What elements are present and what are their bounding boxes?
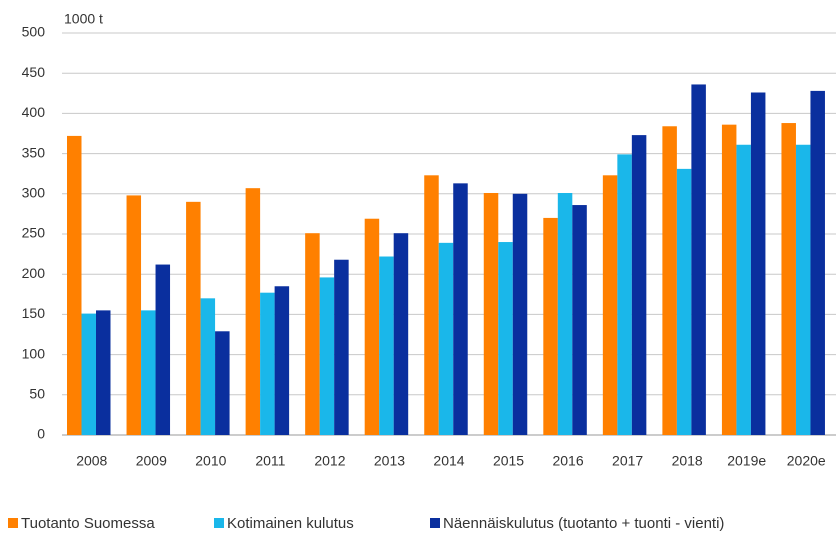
y-tick-label: 500 <box>22 24 46 40</box>
bar <box>155 264 171 435</box>
bar <box>512 193 528 435</box>
legend-swatch <box>8 518 18 528</box>
bar <box>721 124 737 435</box>
bar <box>438 242 454 435</box>
bar <box>81 313 96 435</box>
bar <box>691 84 706 436</box>
bar <box>676 168 692 435</box>
x-tick-label: 2020e <box>787 453 826 469</box>
bar <box>274 286 290 435</box>
y-tick-label: 450 <box>22 64 46 80</box>
bar <box>379 256 394 435</box>
bar <box>543 217 558 435</box>
x-tick-label: 2009 <box>136 453 167 469</box>
bar <box>260 292 275 435</box>
bar <box>319 277 335 435</box>
bar <box>305 233 320 435</box>
legend-label: Kotimainen kulutus <box>227 515 354 532</box>
bar <box>126 195 142 435</box>
x-tick-label: 2018 <box>672 453 703 469</box>
x-tick-label: 2012 <box>314 453 345 469</box>
bar <box>186 201 201 435</box>
bar <box>662 126 677 435</box>
legend-label: Tuotanto Suomessa <box>21 515 155 532</box>
x-tick-label: 2010 <box>195 453 226 469</box>
x-tick-label: 2016 <box>552 453 583 469</box>
bar <box>498 242 513 435</box>
x-tick-label: 2019e <box>727 453 766 469</box>
bar <box>215 331 230 435</box>
y-tick-label: 350 <box>22 144 46 160</box>
y-tick-label: 400 <box>22 104 46 120</box>
bar <box>795 144 811 436</box>
y-tick-label: 250 <box>22 225 46 241</box>
legend-swatch <box>430 518 440 528</box>
legend-swatch <box>214 518 224 528</box>
y-tick-label: 300 <box>22 185 46 201</box>
bar <box>750 92 766 435</box>
bar <box>602 175 618 436</box>
bar <box>141 310 156 435</box>
y-tick-label: 0 <box>37 426 45 442</box>
bar <box>483 192 499 435</box>
bar <box>810 90 825 435</box>
x-tick-label: 2015 <box>493 453 524 469</box>
bar <box>736 144 751 436</box>
y-tick-label: 200 <box>22 265 46 281</box>
bar <box>572 205 587 435</box>
bar <box>200 298 216 435</box>
bar <box>453 183 468 435</box>
x-tick-label: 2008 <box>76 453 107 469</box>
bar <box>617 154 632 436</box>
bar <box>557 192 573 435</box>
bar <box>245 188 261 435</box>
bar <box>334 259 349 435</box>
bar <box>631 135 647 435</box>
bar <box>67 135 82 436</box>
x-tick-label: 2011 <box>255 453 285 469</box>
legend-label: Näennäiskulutus (tuotanto + tuonti - vie… <box>443 515 724 532</box>
bar <box>781 123 796 435</box>
bar <box>96 310 111 435</box>
y-tick-label: 100 <box>22 345 46 361</box>
bar <box>393 233 409 435</box>
x-tick-label: 2013 <box>374 453 405 469</box>
y-axis-label: 1000 t <box>64 11 103 27</box>
x-tick-label: 2017 <box>612 453 643 469</box>
bar <box>364 218 380 435</box>
y-tick-label: 150 <box>22 305 46 321</box>
x-tick-label: 2014 <box>433 453 464 469</box>
bar <box>424 175 439 436</box>
y-tick-label: 50 <box>29 386 45 402</box>
